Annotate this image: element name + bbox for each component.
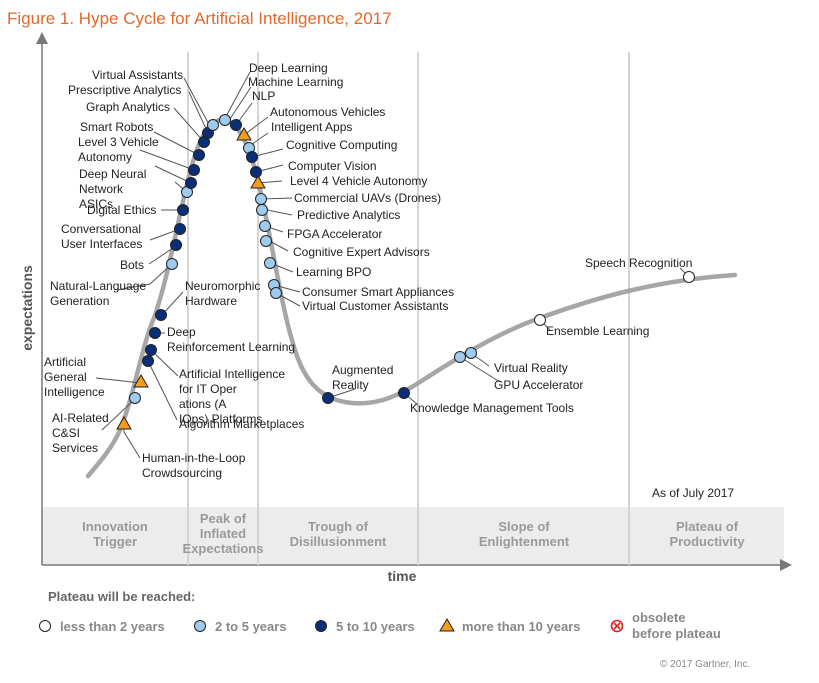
phase-label: Trough of Disillusionment (290, 519, 387, 549)
legend-marker (315, 620, 327, 632)
technology-marker (398, 387, 410, 399)
phase-band (42, 507, 784, 565)
phase-label: Slope of Enlightenment (479, 519, 570, 549)
technology-label: Deep Reinforcement Learning (167, 325, 295, 354)
technology-label: Artificial Intelligence for IT Oper ations… (179, 367, 285, 426)
technology-label: Prescriptive Analytics (68, 83, 181, 97)
technology-marker (133, 374, 149, 388)
legend-label: more than 10 years (462, 619, 581, 634)
legend-marker (194, 620, 206, 632)
technology-marker (145, 344, 157, 356)
technology-marker (255, 193, 267, 205)
technology-label: GPU Accelerator (494, 378, 583, 392)
technology-label: Virtual Customer Assistants (302, 299, 449, 313)
technology-marker (534, 314, 546, 326)
technology-label: AI-Related C&SI Services (52, 411, 109, 455)
legend-marker (610, 619, 624, 633)
technology-label: Conversational User Interfaces (61, 222, 142, 251)
technology-label: Virtual Reality (494, 361, 568, 375)
technology-marker (264, 257, 276, 269)
technology-label: Commercial UAVs (Drones) (294, 191, 441, 205)
technology-label: Cognitive Computing (286, 138, 397, 152)
technology-marker (149, 327, 161, 339)
technology-marker (207, 119, 219, 131)
y-axis-label: expectations (19, 265, 35, 351)
technology-marker (322, 392, 334, 404)
technology-marker (193, 149, 205, 161)
phase-label: Innovation Trigger (82, 519, 148, 549)
technology-label: Speech Recognition (585, 256, 692, 270)
phase-label: Plateau of Productivity (669, 519, 745, 549)
technology-label: Predictive Analytics (297, 208, 400, 222)
technology-label: Autonomous Vehicles (270, 105, 385, 119)
technology-label: Bots (120, 258, 144, 272)
technology-label: Computer Vision (288, 159, 377, 173)
technology-label: Deep Learning (249, 61, 328, 75)
figure-title: Figure 1. Hype Cycle for Artificial Inte… (7, 9, 392, 28)
technology-label: Intelligent Apps (271, 120, 352, 134)
technology-marker (683, 271, 695, 283)
technology-label: Graph Analytics (86, 100, 170, 114)
technology-marker (174, 223, 186, 235)
technology-label: Ensemble Learning (546, 324, 649, 338)
technology-label: Artificial General Intelligence (44, 355, 105, 399)
legend-marker (439, 618, 455, 632)
technology-marker (116, 416, 132, 430)
copyright: © 2017 Gartner, Inc. (660, 659, 750, 670)
technology-label: Augmented Reality (332, 363, 393, 392)
y-axis-arrow (36, 32, 48, 44)
technology-marker (170, 239, 182, 251)
technology-label: Deep Neural Network ASICs (79, 167, 146, 211)
technology-label: Natural-Language Generation (50, 279, 146, 308)
technology-label: Cognitive Expert Advisors (293, 245, 430, 259)
legend-title: Plateau will be reached: (48, 589, 195, 604)
technology-marker (250, 175, 266, 189)
technology-label: Virtual Assistants (92, 68, 183, 82)
technology-marker (270, 287, 282, 299)
technology-marker (236, 127, 252, 141)
technology-marker (219, 114, 231, 126)
x-axis-label: time (388, 568, 417, 584)
legend-label: obsolete before plateau (632, 610, 721, 641)
technology-label: Level 3 Vehicle Autonomy (78, 135, 159, 164)
technology-label: Level 4 Vehicle Autonomy (290, 174, 427, 188)
phase-label: Peak of Inflated Expectations (183, 511, 264, 556)
technology-label: NLP (252, 89, 275, 103)
technology-marker (454, 351, 466, 363)
technology-marker (260, 235, 272, 247)
technology-marker (142, 355, 154, 367)
as-of-label: As of July 2017 (652, 486, 734, 500)
technology-marker (188, 164, 200, 176)
technology-marker (256, 204, 268, 216)
technology-label: Algorithm Marketplaces (179, 417, 304, 431)
legend-marker (39, 620, 51, 632)
technology-label: Knowledge Management Tools (410, 401, 574, 415)
technology-marker (129, 392, 141, 404)
technology-label: Digital Ethics (87, 203, 156, 217)
technology-marker (465, 347, 477, 359)
technology-label: Learning BPO (296, 265, 371, 279)
technology-marker (177, 204, 189, 216)
legend-label: less than 2 years (60, 619, 165, 634)
technology-marker (246, 151, 258, 163)
legend-label: 2 to 5 years (215, 619, 287, 634)
technology-marker (259, 220, 271, 232)
technology-label: Smart Robots (80, 120, 153, 134)
technology-label: Consumer Smart Appliances (302, 285, 454, 299)
technology-marker (250, 166, 262, 178)
technology-marker (230, 119, 242, 131)
technology-label: FPGA Accelerator (287, 227, 382, 241)
technology-marker (166, 258, 178, 270)
x-axis-arrow (780, 559, 792, 571)
technology-marker (185, 177, 197, 189)
technology-marker (155, 309, 167, 321)
technology-label: Human-in-the-Loop Crowdsourcing (142, 451, 246, 480)
technology-label: Machine Learning (248, 75, 343, 89)
legend-label: 5 to 10 years (336, 619, 415, 634)
technology-label: Neuromorphic Hardware (185, 279, 260, 308)
